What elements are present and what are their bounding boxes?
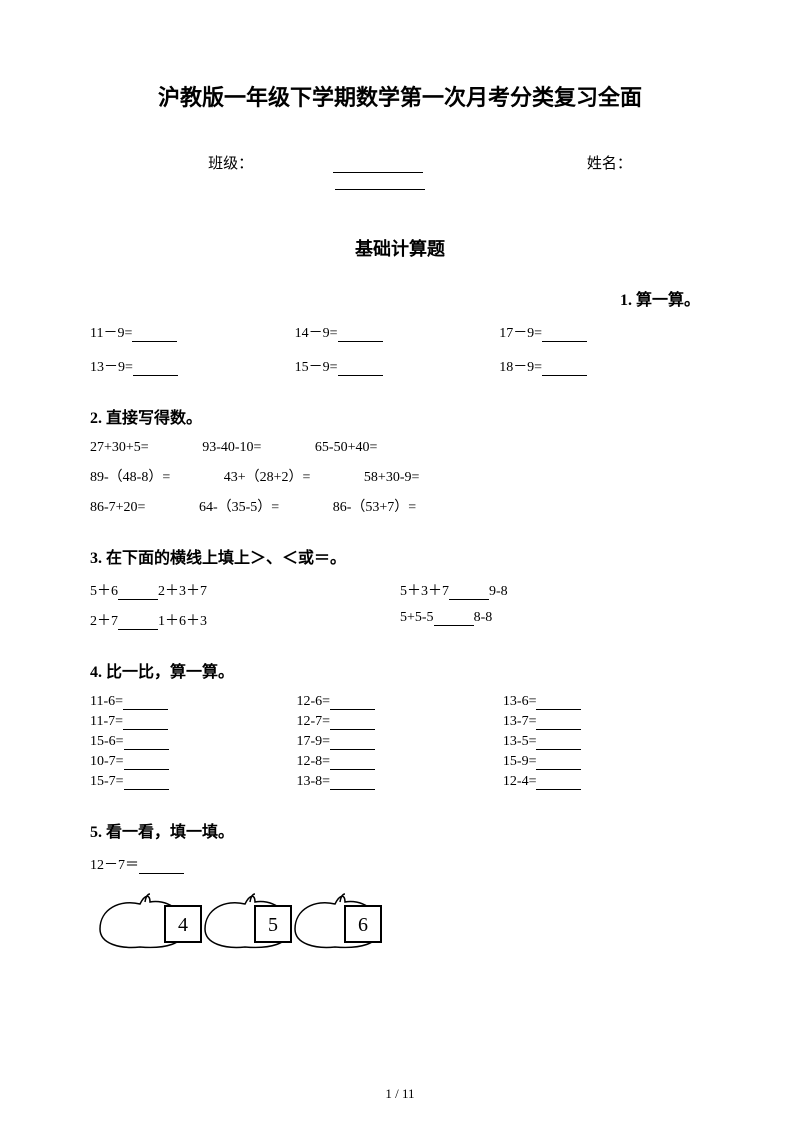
box-value: 4 xyxy=(178,914,188,936)
q4-item: 12-7= xyxy=(296,714,330,729)
q2-item: 58+30-9= xyxy=(364,470,419,486)
answer-blank xyxy=(536,756,581,770)
q3-left: 5+5-5 xyxy=(400,610,434,625)
q1-section: 11－9= 14－9= 17－9= 13－9= 15－9= 18－9= xyxy=(90,322,710,376)
answer-blank xyxy=(330,696,375,710)
section-header: 基础计算题 xyxy=(90,235,710,261)
q4-item: 13-7= xyxy=(503,714,537,729)
answer-blank xyxy=(536,716,581,730)
answer-blank xyxy=(124,736,169,750)
answer-blank xyxy=(124,756,169,770)
answer-blank xyxy=(536,696,581,710)
q2-item: 86-（53+7）= xyxy=(333,496,416,516)
q3-right: 9-8 xyxy=(489,584,508,599)
q4-item: 13-8= xyxy=(296,774,330,789)
q3-right: 8-8 xyxy=(474,610,493,625)
q1-item: 15－9= xyxy=(295,360,338,375)
answer-blank xyxy=(132,328,177,342)
answer-blank xyxy=(536,776,581,790)
answer-blank xyxy=(124,776,169,790)
box-value: 6 xyxy=(358,914,368,936)
apple-diagram: 4 5 6 xyxy=(90,884,710,954)
box-value: 5 xyxy=(268,914,278,936)
q3-left: 2＋7 xyxy=(90,614,118,629)
q3-section: 5＋6 2＋3＋7 5＋3＋7 9-8 2＋7 1＋6＋3 5+5-5 8-8 xyxy=(90,580,710,630)
q3-right: 1＋6＋3 xyxy=(158,614,207,629)
q4-item: 15-7= xyxy=(90,774,124,789)
answer-blank xyxy=(449,586,489,600)
q5-label: 5. 看一看，填一填。 xyxy=(90,818,710,842)
q3-right: 2＋3＋7 xyxy=(158,584,207,599)
q1-item: 13－9= xyxy=(90,360,133,375)
q1-label: 1. 算一算。 xyxy=(90,286,710,310)
answer-blank xyxy=(330,756,375,770)
q2-item: 93-40-10= xyxy=(202,440,261,456)
q4-item: 13-6= xyxy=(503,694,537,709)
page-number: 1 / 11 xyxy=(0,1086,800,1102)
page-title: 沪教版一年级下学期数学第一次月考分类复习全面 xyxy=(90,80,710,112)
q1-item: 17－9= xyxy=(499,326,542,341)
answer-blank xyxy=(542,362,587,376)
q1-item: 11－9= xyxy=(90,326,132,341)
answer-blank xyxy=(338,362,383,376)
q2-item: 27+30+5= xyxy=(90,440,149,456)
q4-item: 12-4= xyxy=(503,774,537,789)
q4-item: 13-5= xyxy=(503,734,537,749)
q1-item: 14－9= xyxy=(295,326,338,341)
answer-blank xyxy=(118,616,158,630)
q4-section: 11-6= 12-6= 13-6= 11-7= 12-7= 13-7= 15-6… xyxy=(90,694,710,790)
q2-item: 43+（28+2）= xyxy=(224,466,311,486)
name-label: 姓名： xyxy=(587,156,632,172)
q4-item: 15-6= xyxy=(90,734,124,749)
answer-blank xyxy=(434,612,474,626)
q2-item: 65-50+40= xyxy=(315,440,377,456)
q5-problem: 12－7＝ xyxy=(90,858,139,873)
q3-left: 5＋6 xyxy=(90,584,118,599)
answer-blank xyxy=(123,696,168,710)
student-info: 班级： 姓名： xyxy=(90,152,710,190)
answer-blank xyxy=(330,716,375,730)
answer-blank xyxy=(542,328,587,342)
q2-item: 64-（35-5）= xyxy=(199,496,279,516)
answer-blank xyxy=(330,736,375,750)
class-label: 班级： xyxy=(208,156,253,172)
q4-item: 10-7= xyxy=(90,754,124,769)
q3-label: 3. 在下面的横线上填上＞、＜或＝。 xyxy=(90,544,710,568)
q4-label: 4. 比一比，算一算。 xyxy=(90,658,710,682)
answer-blank xyxy=(139,860,184,874)
q1-item: 18－9= xyxy=(499,360,542,375)
q4-item: 12-8= xyxy=(296,754,330,769)
q4-item: 12-6= xyxy=(296,694,330,709)
answer-blank xyxy=(330,776,375,790)
q4-item: 11-6= xyxy=(90,694,123,709)
q3-left: 5＋3＋7 xyxy=(400,584,449,599)
q5-section: 12－7＝ 4 5 6 xyxy=(90,854,710,954)
q2-section: 27+30+5= 93-40-10= 65-50+40= 89-（48-8）= … xyxy=(90,440,710,516)
name-blank xyxy=(335,174,425,190)
q2-item: 86-7+20= xyxy=(90,500,145,516)
answer-blank xyxy=(338,328,383,342)
q4-item: 11-7= xyxy=(90,714,123,729)
q2-label: 2. 直接写得数。 xyxy=(90,404,710,428)
q4-item: 17-9= xyxy=(296,734,330,749)
answer-blank xyxy=(133,362,178,376)
answer-blank xyxy=(123,716,168,730)
answer-blank xyxy=(536,736,581,750)
q2-item: 89-（48-8）= xyxy=(90,466,170,486)
q4-item: 15-9= xyxy=(503,754,537,769)
apple-svg-icon: 4 5 6 xyxy=(90,884,410,954)
class-blank xyxy=(333,157,423,173)
answer-blank xyxy=(118,586,158,600)
